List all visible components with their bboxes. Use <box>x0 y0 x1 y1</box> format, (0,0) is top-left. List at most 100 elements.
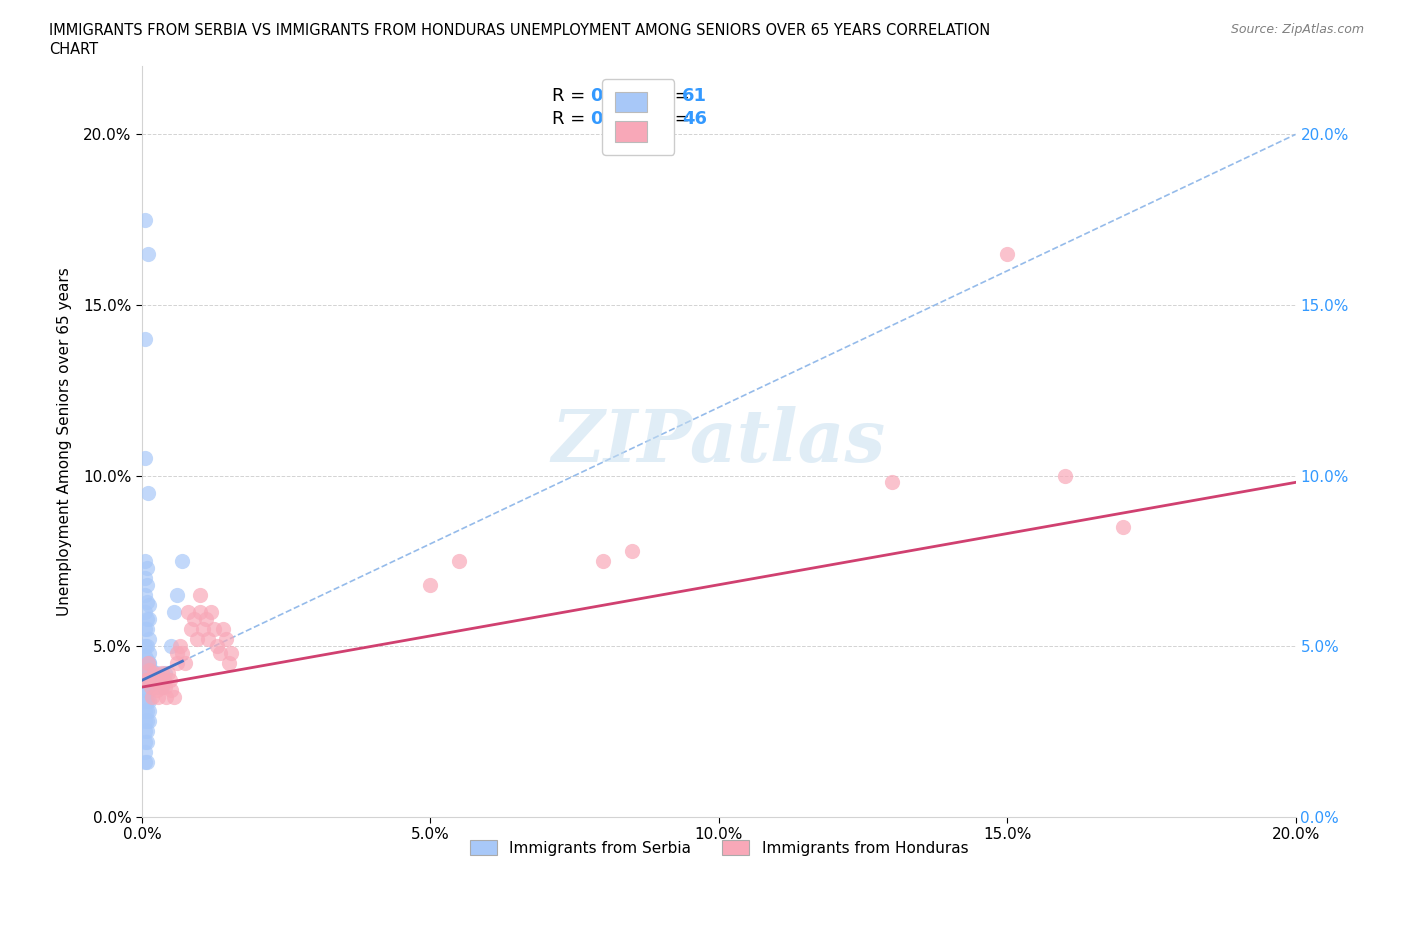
Point <box>153 672 176 687</box>
Point <box>135 578 157 592</box>
Point <box>172 645 194 660</box>
Point <box>138 713 160 728</box>
Point <box>134 734 156 749</box>
Point <box>135 652 157 667</box>
Point <box>166 588 188 603</box>
Point <box>183 611 205 626</box>
Point <box>136 485 159 500</box>
Point <box>138 631 160 646</box>
Text: R =: R = <box>551 110 591 127</box>
Point <box>134 588 156 603</box>
Point <box>1053 468 1076 483</box>
Point <box>159 672 181 687</box>
Point <box>153 666 176 681</box>
Point <box>174 656 197 671</box>
Point <box>138 672 160 687</box>
Text: N =: N = <box>644 110 696 127</box>
Point <box>995 246 1018 261</box>
Point <box>221 645 243 660</box>
Point <box>145 666 167 681</box>
Point <box>157 666 180 681</box>
Point <box>163 604 186 619</box>
Point <box>134 724 156 738</box>
Point <box>134 662 156 677</box>
Point <box>145 683 167 698</box>
Point <box>134 604 156 619</box>
Point <box>134 672 156 687</box>
Point <box>134 570 156 585</box>
Legend: Immigrants from Serbia, Immigrants from Honduras: Immigrants from Serbia, Immigrants from … <box>464 833 974 861</box>
Point <box>419 578 441 592</box>
Point <box>160 683 183 698</box>
Point <box>134 621 156 636</box>
Text: N =: N = <box>644 87 696 105</box>
Point <box>134 553 156 568</box>
Point <box>215 631 238 646</box>
Point <box>880 475 903 490</box>
Point <box>153 680 176 695</box>
Point <box>148 690 170 705</box>
Point <box>134 754 156 769</box>
Point <box>449 553 471 568</box>
Point <box>134 672 156 687</box>
Point <box>194 611 217 626</box>
Point <box>191 621 214 636</box>
Point <box>163 690 186 705</box>
Text: 61: 61 <box>682 87 707 105</box>
Point <box>142 666 165 681</box>
Point <box>135 734 157 749</box>
Point <box>134 332 156 347</box>
Point <box>166 656 188 671</box>
Point <box>621 543 644 558</box>
Point <box>134 649 156 664</box>
Y-axis label: Unemployment Among Seniors over 65 years: Unemployment Among Seniors over 65 years <box>58 267 72 616</box>
Point <box>134 451 156 466</box>
Point <box>200 604 222 619</box>
Point <box>150 666 173 681</box>
Point <box>135 621 157 636</box>
Point <box>135 611 157 626</box>
Point <box>135 672 157 687</box>
Point <box>139 680 162 695</box>
Text: R =: R = <box>551 87 591 105</box>
Point <box>135 639 157 654</box>
Text: Source: ZipAtlas.com: Source: ZipAtlas.com <box>1230 23 1364 36</box>
Point <box>134 703 156 718</box>
Point <box>592 553 614 568</box>
Point <box>1111 519 1133 534</box>
Point <box>160 639 183 654</box>
Point <box>150 680 173 695</box>
Point <box>135 560 157 575</box>
Point <box>138 611 160 626</box>
Point <box>134 212 156 227</box>
Point <box>188 588 211 603</box>
Point <box>134 639 156 654</box>
Point <box>166 645 188 660</box>
Point <box>134 744 156 759</box>
Point <box>135 662 157 677</box>
Point <box>138 662 160 677</box>
Text: IMMIGRANTS FROM SERBIA VS IMMIGRANTS FROM HONDURAS UNEMPLOYMENT AMONG SENIORS OV: IMMIGRANTS FROM SERBIA VS IMMIGRANTS FRO… <box>49 23 990 38</box>
Point <box>135 754 157 769</box>
Point <box>138 703 160 718</box>
Point <box>172 553 194 568</box>
Point <box>141 690 163 705</box>
Point <box>136 246 159 261</box>
Point <box>135 672 157 687</box>
Point <box>180 621 202 636</box>
Point <box>211 621 233 636</box>
Point <box>136 656 159 671</box>
Point <box>135 693 157 708</box>
Point <box>138 666 160 681</box>
Text: 0.135: 0.135 <box>589 87 647 105</box>
Point <box>134 713 156 728</box>
Point <box>208 645 231 660</box>
Point <box>135 683 157 698</box>
Point <box>205 639 228 654</box>
Point <box>177 604 200 619</box>
Text: 0.323: 0.323 <box>589 110 647 127</box>
Point <box>218 656 240 671</box>
Point <box>138 656 160 671</box>
Point <box>135 594 157 609</box>
Point <box>169 639 191 654</box>
